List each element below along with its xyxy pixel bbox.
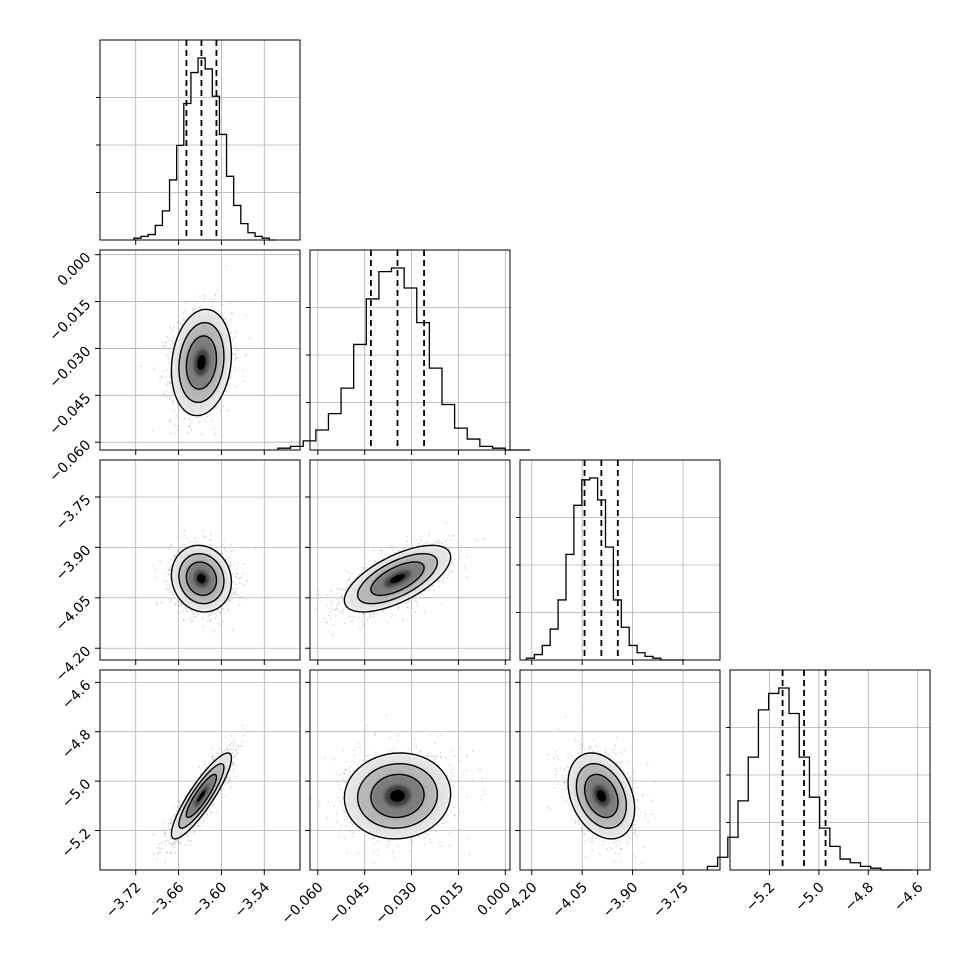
ytick-label-p1-1: −0.045: [46, 390, 94, 438]
density-peak-0-3: [197, 789, 206, 802]
xtick-label-p3-2: −4.8: [842, 880, 877, 915]
ytick-label-p1-0: −0.060: [46, 437, 94, 485]
ytick-label-p2-0: −4.20: [53, 643, 95, 685]
contour-line-0-1-2: [178, 321, 225, 404]
scatter-panel-0-2: [95, 459, 301, 665]
xtick-label-p0-1: −3.66: [146, 879, 188, 921]
density-peak-1-3: [390, 789, 405, 802]
scatter-frame-1-3: [309, 669, 511, 871]
contour-line-1-3-1: [370, 773, 425, 819]
contour-line-2-3-2: [575, 763, 628, 829]
ytick-label-p1-2: −0.030: [46, 343, 94, 391]
ytick-label-p2-2: −3.90: [53, 542, 95, 584]
hist-panel-1: [277, 249, 531, 455]
contour-line-1-2-2: [356, 552, 439, 605]
xtick-label-p0-3: −3.54: [231, 879, 273, 921]
xtick-label-p1-0: −0.060: [279, 880, 327, 928]
xtick-label-p2-1: −4.05: [549, 880, 591, 922]
contour-line-0-1-3: [170, 308, 233, 417]
scatter-panel-0-3: [95, 669, 301, 875]
contour-line-0-2-3: [170, 544, 233, 613]
histogram-1: [277, 267, 531, 451]
contour-line-1-2-3: [343, 544, 452, 613]
xtick-label-p2-2: −3.90: [600, 880, 642, 922]
contour-line-0-3-3: [170, 752, 233, 840]
hist-panel-2: [516, 459, 721, 665]
xtick-label-p3-1: −5.0: [792, 880, 827, 915]
hist-frame-2: [519, 459, 721, 661]
density-peak-0-2: [197, 574, 206, 584]
contour-line-0-3-2: [178, 763, 225, 829]
contour-line-0-3-1: [185, 773, 218, 819]
histogram-3: [706, 687, 912, 871]
histogram-0: [133, 57, 277, 241]
scatter-panel-1-3: [305, 669, 511, 875]
hist-panel-0: [96, 39, 301, 245]
scatter-frame-1-2: [309, 459, 511, 661]
density-peak-2-3: [596, 789, 606, 802]
ytick-label-p3-1: −5.0: [59, 776, 94, 811]
contour-line-0-2-1: [185, 561, 218, 596]
density-peak-1-2: [390, 574, 405, 584]
xtick-label-p0-0: −3.72: [103, 880, 145, 922]
contour-line-0-2-2: [178, 552, 225, 605]
xtick-label-p3-3: −4.6: [891, 879, 926, 914]
contour-line-2-3-3: [567, 752, 636, 840]
xtick-label-p0-2: −3.60: [189, 880, 231, 922]
ytick-label-p3-0: −5.2: [59, 826, 94, 861]
contour-line-1-2-1: [370, 561, 425, 596]
ytick-label-p1-3: −0.015: [46, 297, 94, 345]
ytick-label-p2-1: −4.05: [53, 593, 95, 635]
ytick-label-p1-4: 0.000: [55, 250, 95, 290]
xtick-label-p3-0: −5.2: [743, 880, 778, 915]
xtick-label-p1-2: −0.030: [372, 880, 420, 928]
ytick-label-p2-3: −3.75: [53, 492, 95, 534]
hist-frame-0: [99, 39, 301, 241]
panels-layer: −0.060−0.045−0.030−0.0150.000−4.20−4.05−…: [46, 39, 931, 928]
scatter-frame-0-3: [99, 669, 301, 871]
scatter-panel-1-2: [305, 459, 511, 665]
scatter-frame-2-3: [519, 669, 721, 871]
scatter-frame-0-2: [99, 459, 301, 661]
density-peak-0-1: [197, 355, 206, 370]
ytick-label-p3-2: −4.8: [59, 727, 94, 762]
scatter-frame-0-1: [99, 249, 301, 451]
xtick-label-p1-3: −0.015: [419, 880, 467, 928]
hist-frame-3: [729, 669, 931, 871]
contour-line-1-3-3: [343, 752, 452, 840]
xtick-label-p1-1: −0.045: [326, 880, 374, 928]
xtick-label-p2-3: −3.75: [650, 880, 692, 922]
histogram-2: [525, 477, 685, 661]
contour-line-0-1-1: [185, 335, 218, 390]
scatter-panel-2-3: [515, 669, 721, 875]
scatter-panel-0-1: [95, 249, 301, 455]
hist-panel-3: [706, 669, 931, 875]
hist-frame-1: [309, 249, 511, 451]
contour-line-1-3-2: [356, 763, 439, 829]
contour-line-2-3-1: [584, 773, 619, 819]
